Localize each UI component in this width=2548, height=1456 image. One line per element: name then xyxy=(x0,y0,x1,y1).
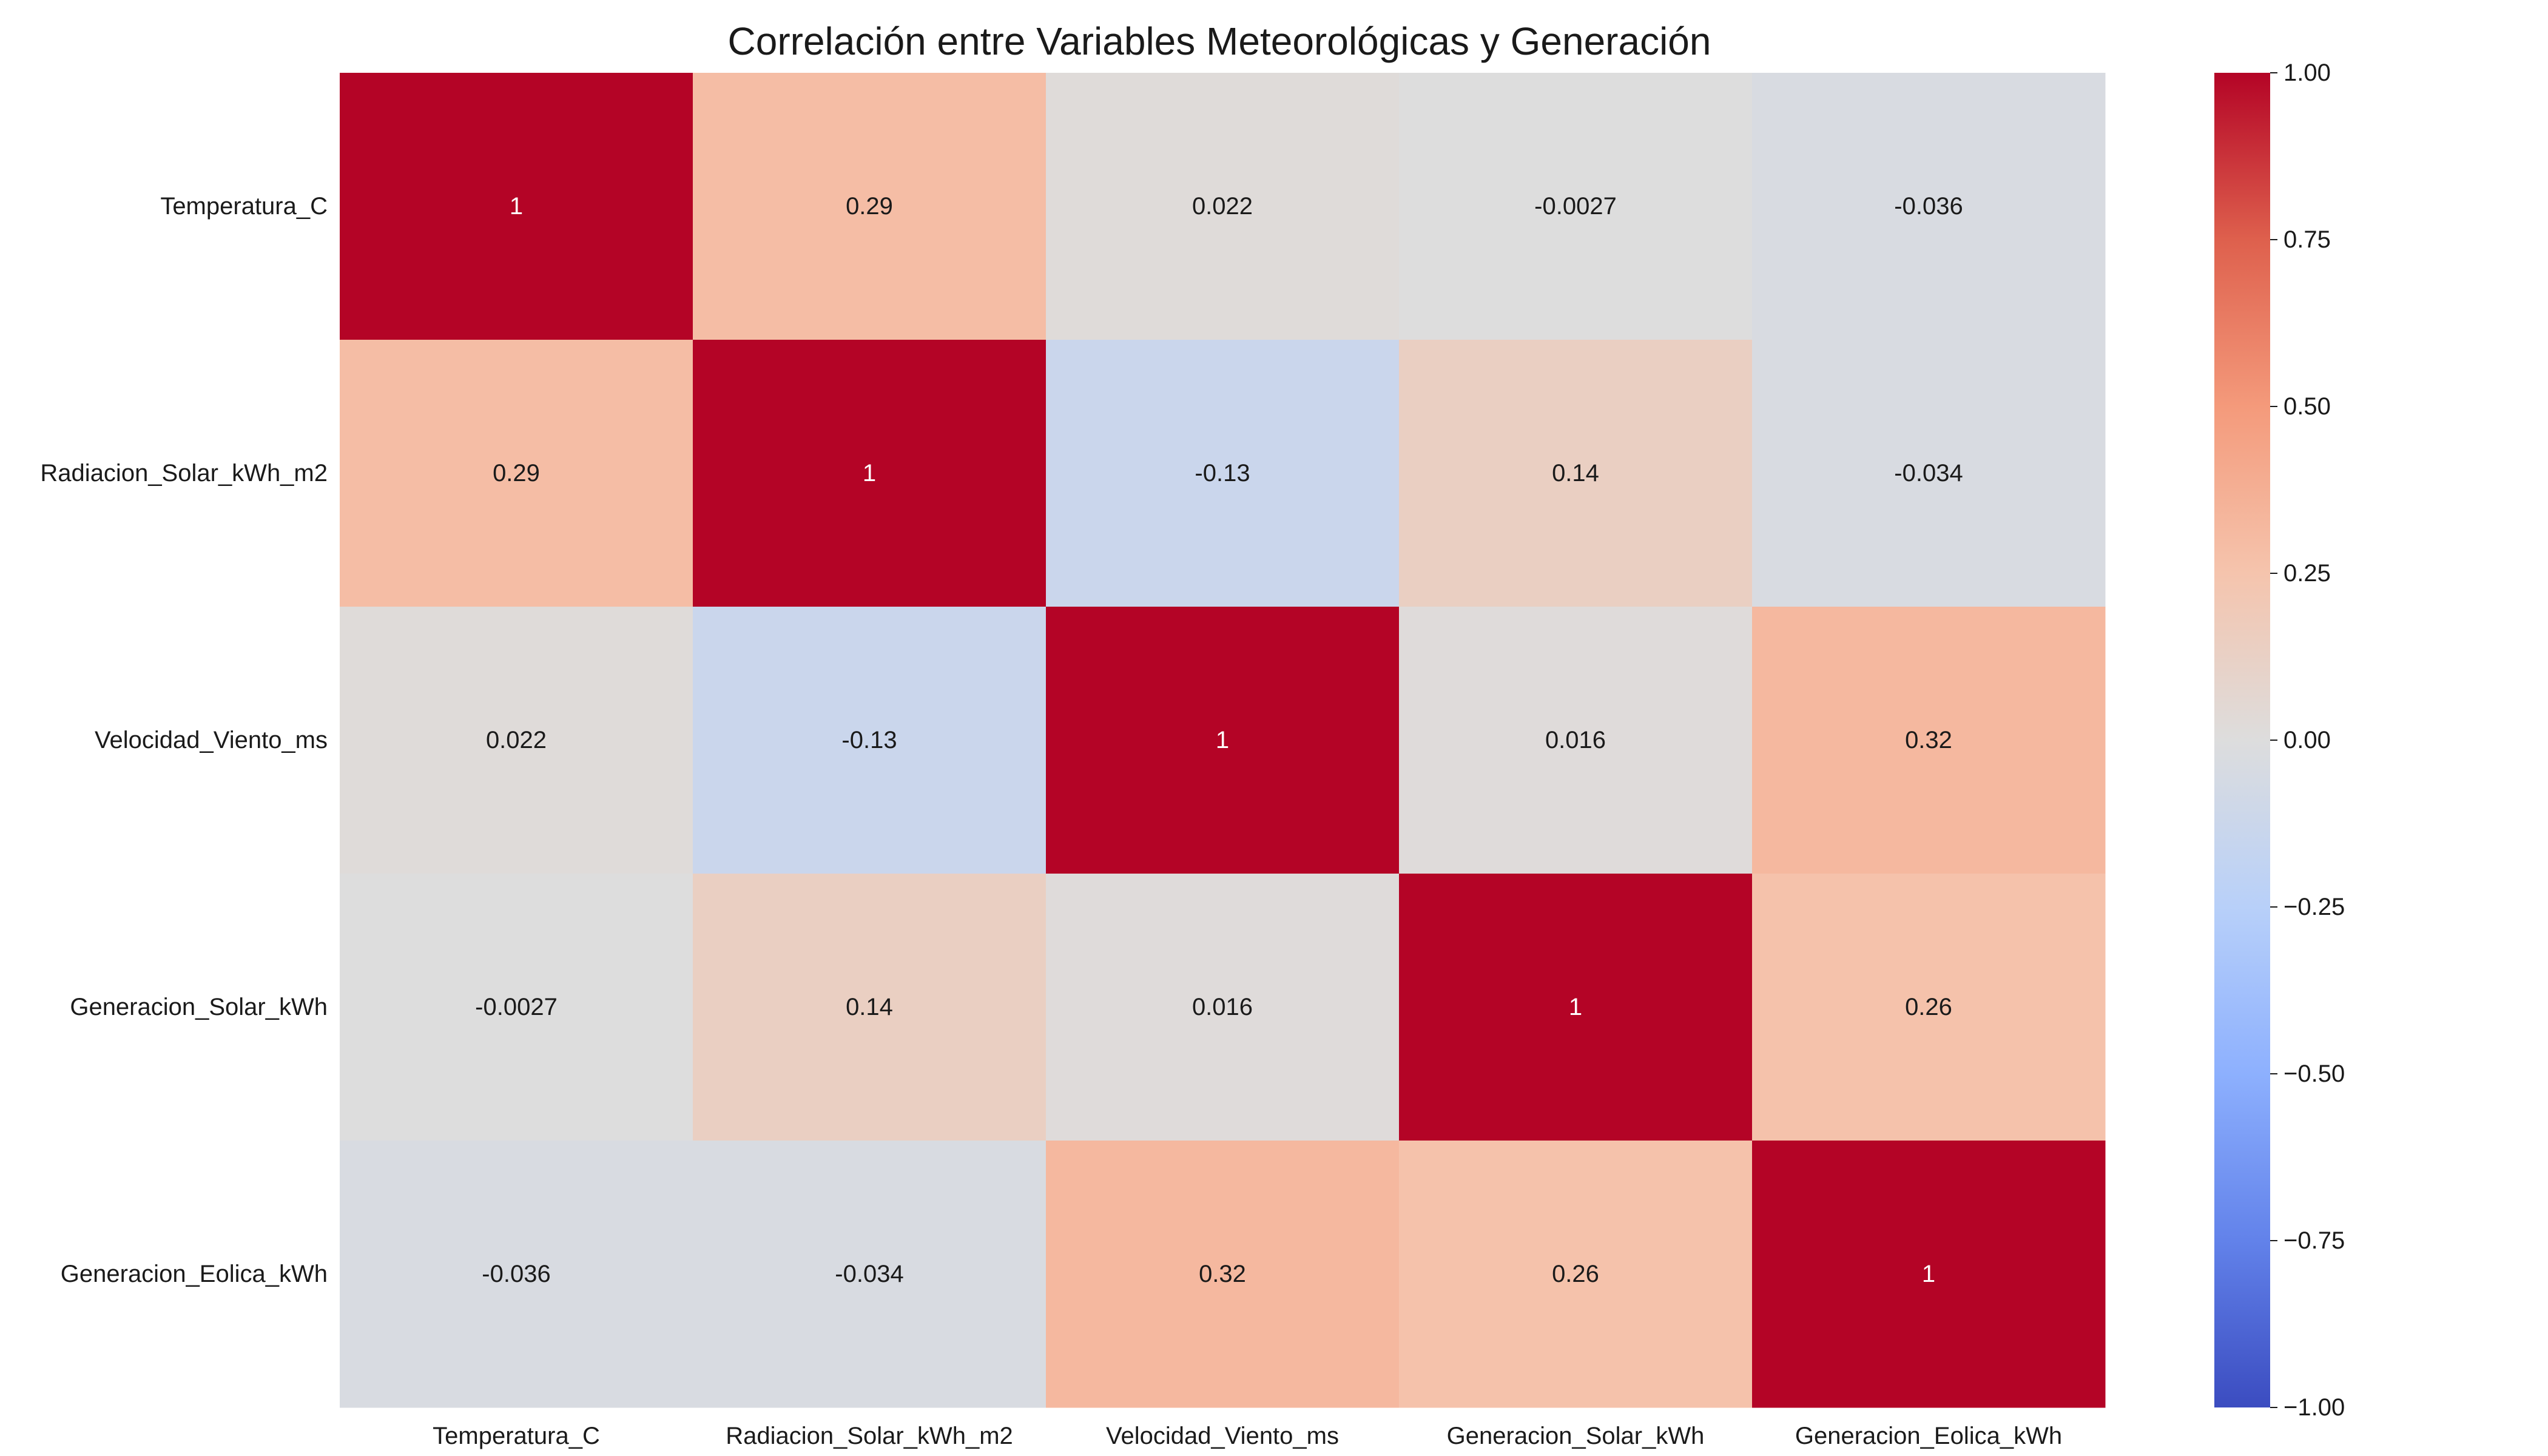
x-tick-label: Generacion_Solar_kWh xyxy=(1447,1423,1705,1449)
cell-annotation: -0.13 xyxy=(1195,460,1250,487)
colorbar-tick-label: 0.50 xyxy=(2283,393,2331,420)
colorbar-tick-label: 0.00 xyxy=(2283,727,2331,753)
cell-annotation: 1 xyxy=(863,460,876,487)
heatmap-cell xyxy=(693,1141,1046,1408)
cell-annotation: -0.0027 xyxy=(475,994,558,1020)
cell-annotation: 1 xyxy=(1569,994,1582,1020)
colorbar-tick-label: −1.00 xyxy=(2283,1394,2345,1421)
y-tick-label: Velocidad_Viento_ms xyxy=(95,727,328,753)
heatmap-cell xyxy=(1399,73,1753,340)
cell-annotation: -0.13 xyxy=(841,727,897,753)
cell-annotation: 0.016 xyxy=(1545,727,1606,753)
y-tick-label: Radiacion_Solar_kWh_m2 xyxy=(40,460,328,487)
cell-annotation: 1 xyxy=(1216,727,1229,753)
x-tick-labels: Temperatura_C Radiacion_Solar_kWh_m2 Veloc… xyxy=(433,1423,2062,1449)
cell-annotation: 0.32 xyxy=(1905,727,1952,753)
cell-annotation: 0.26 xyxy=(1905,994,1952,1020)
cell-annotation: -0.036 xyxy=(1894,193,1963,220)
cell-annotation: 1 xyxy=(1922,1261,1935,1287)
heatmap-cell xyxy=(1752,73,2106,340)
cell-annotation: -0.034 xyxy=(835,1261,903,1287)
colorbar-tick-label: −0.25 xyxy=(2283,894,2345,920)
cell-annotation: 0.29 xyxy=(493,460,540,487)
x-tick-label: Generacion_Eolica_kWh xyxy=(1795,1423,2062,1449)
cell-annotation: 0.14 xyxy=(846,994,893,1020)
chart-title: Correlación entre Variables Meteorológic… xyxy=(728,19,1711,63)
y-tick-label: Temperatura_C xyxy=(160,193,328,220)
cell-annotation: 0.022 xyxy=(1192,193,1253,220)
heatmap-cell xyxy=(1046,340,1400,607)
heatmap-cell xyxy=(1752,340,2106,607)
cell-annotation: 0.32 xyxy=(1199,1261,1246,1287)
heatmap-cell xyxy=(693,73,1046,340)
cell-annotation: -0.034 xyxy=(1894,460,1963,487)
y-tick-labels: Temperatura_C Radiacion_Solar_kWh_m2 Veloc… xyxy=(40,193,328,1287)
heatmap-cell xyxy=(1752,607,2106,874)
colorbar-tick-label: 1.00 xyxy=(2283,59,2331,86)
heatmap-cell xyxy=(340,73,693,340)
cell-annotation: 0.14 xyxy=(1552,460,1599,487)
heatmap-cell xyxy=(693,874,1046,1141)
heatmap-cell xyxy=(340,874,693,1141)
heatmap-cell xyxy=(1752,874,2106,1141)
heatmap-cell xyxy=(693,607,1046,874)
cell-annotation: -0.036 xyxy=(482,1261,550,1287)
heatmap-cell xyxy=(1399,340,1753,607)
heatmap-cell xyxy=(693,340,1046,607)
colorbar-tick-label: 0.25 xyxy=(2283,560,2331,587)
y-tick-label: Generacion_Eolica_kWh xyxy=(61,1261,328,1287)
heatmap-cell xyxy=(1046,607,1400,874)
heatmap-cells xyxy=(340,73,2106,1408)
colorbar-tick-label: 0.75 xyxy=(2283,226,2331,253)
colorbar-ticks: 1.00 0.75 0.50 0.25 0.00 −0.25 −0.50 −0.75 −1.00 xyxy=(2270,59,2345,1421)
heatmap-cell xyxy=(1046,73,1400,340)
colorbar-tick-label: −0.75 xyxy=(2283,1227,2345,1254)
colorbar-tick-label: −0.50 xyxy=(2283,1060,2345,1087)
heatmap-cell xyxy=(1046,874,1400,1141)
cell-annotation: 0.016 xyxy=(1192,994,1253,1020)
heatmap-cell xyxy=(1399,874,1753,1141)
x-tick-label: Temperatura_C xyxy=(433,1423,600,1449)
cell-annotation: 1 xyxy=(510,193,523,220)
cell-annotation: 0.26 xyxy=(1552,1261,1599,1287)
heatmap-cell xyxy=(1399,1141,1753,1408)
heatmap-cell xyxy=(340,340,693,607)
x-tick-label: Velocidad_Viento_ms xyxy=(1106,1423,1339,1449)
colorbar xyxy=(2214,73,2270,1407)
x-tick-label: Radiacion_Solar_kWh_m2 xyxy=(726,1423,1013,1449)
heatmap-cell xyxy=(340,1141,693,1408)
heatmap-cell xyxy=(1046,1141,1400,1408)
heatmap-cell xyxy=(1399,607,1753,874)
y-tick-label: Generacion_Solar_kWh xyxy=(70,994,328,1020)
cell-annotation: -0.0027 xyxy=(1534,193,1617,220)
cell-annotation: 0.022 xyxy=(486,727,547,753)
cell-annotation: 0.29 xyxy=(846,193,893,220)
heatmap-cell xyxy=(1752,1141,2106,1408)
heatmap-cell xyxy=(340,607,693,874)
cell-annotations: 1 0.29 0.022 -0.0027 -0.036 0.29 1 -0.13 0.14 -0.… xyxy=(475,193,1963,1287)
